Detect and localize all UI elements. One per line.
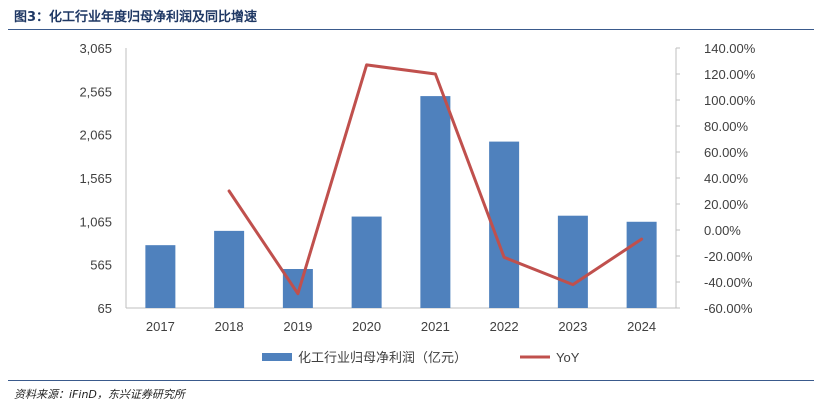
x-tick-label: 2023 [558,319,587,334]
x-tick-label: 2017 [146,319,175,334]
line-series [227,63,644,296]
x-tick-label: 2018 [215,319,244,334]
bar [626,221,657,308]
right-tick-label: 40.00% [704,171,749,186]
right-tick-label: 80.00% [704,119,749,134]
bar [557,215,588,308]
bar-series [145,96,657,308]
bar [145,245,176,308]
left-tick-label: 65 [98,301,112,316]
right-tick-label: 0.00% [704,223,741,238]
title-rule [8,29,814,30]
right-tick-label: 140.00% [704,41,756,56]
right-tick-label: -20.00% [704,249,753,264]
legend-label-line: YoY [556,350,580,365]
figure-title: 图3：化工行业年度归母净利润及同比增速 [14,10,258,25]
bar [489,141,520,308]
left-tick-label: 1,065 [79,214,112,229]
legend-swatch-bar [262,353,292,361]
bar [282,269,313,308]
left-tick-label: 565 [90,258,112,273]
left-tick-label: 3,065 [79,41,112,56]
source-note: 资料来源：iFinD，东兴证券研究所 [14,388,185,401]
bar [214,230,245,308]
bar [420,96,451,308]
left-tick-label: 1,565 [79,171,112,186]
x-tick-label: 2020 [352,319,381,334]
left-tick-label: 2,065 [79,128,112,143]
x-tick-label: 2022 [490,319,519,334]
combo-chart: 65 565 1,065 1,565 2,065 2,565 3,065 -60.00% -40… [79,41,755,365]
left-tick-label: 2,565 [79,84,112,99]
right-tick-label: -60.00% [704,301,753,316]
bar [351,216,382,308]
right-tick-label: 120.00% [704,67,756,82]
source-rule [8,380,814,381]
legend: 化工行业归母净利润（亿元） YoY [262,350,580,365]
x-tick-label: 2019 [283,319,312,334]
right-tick-label: 20.00% [704,197,749,212]
legend-label-bar: 化工行业归母净利润（亿元） [298,350,467,365]
right-tick-label: -40.00% [704,275,753,290]
right-tick-label: 100.00% [704,93,756,108]
yoy-line [227,63,644,296]
right-tick-label: 60.00% [704,145,749,160]
axis-labels: 65 565 1,065 1,565 2,065 2,565 3,065 -60.00% -40… [79,41,755,334]
x-tick-label: 2024 [627,319,656,334]
x-tick-label: 2021 [421,319,450,334]
